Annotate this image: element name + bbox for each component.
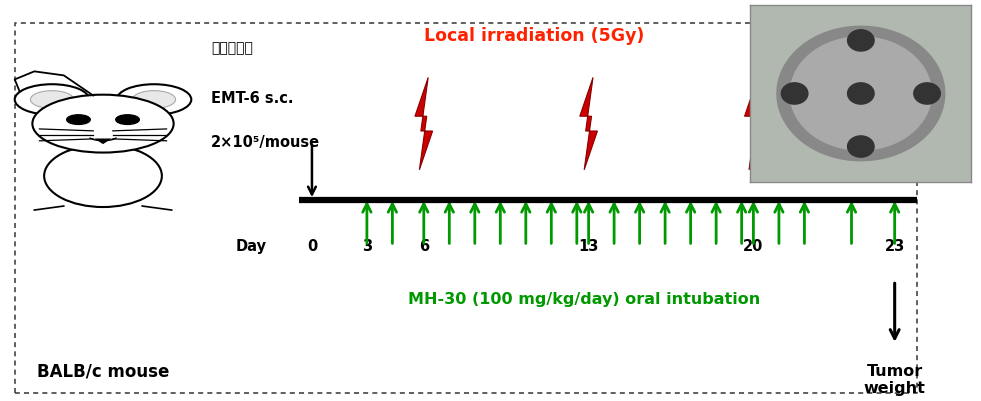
- Circle shape: [15, 85, 89, 115]
- Polygon shape: [914, 84, 941, 105]
- Text: 유방암세포: 유방암세포: [211, 41, 253, 55]
- Text: 13: 13: [579, 239, 598, 253]
- Text: 3: 3: [362, 239, 372, 253]
- Circle shape: [117, 85, 191, 115]
- Text: 20: 20: [744, 239, 763, 253]
- Text: BALB/c mouse: BALB/c mouse: [37, 362, 169, 380]
- Circle shape: [116, 115, 139, 125]
- Polygon shape: [415, 78, 433, 170]
- Polygon shape: [848, 31, 874, 52]
- Polygon shape: [94, 139, 112, 145]
- Text: MH-30 (100 mg/kg/day) oral intubation: MH-30 (100 mg/kg/day) oral intubation: [407, 291, 760, 306]
- Polygon shape: [782, 84, 808, 105]
- Ellipse shape: [44, 146, 162, 208]
- Circle shape: [132, 91, 176, 109]
- Circle shape: [32, 95, 174, 153]
- Text: Local irradiation (5Gy): Local irradiation (5Gy): [425, 27, 645, 45]
- Circle shape: [67, 115, 90, 125]
- Text: Day: Day: [235, 239, 267, 253]
- Text: 0: 0: [307, 239, 317, 253]
- Polygon shape: [580, 78, 597, 170]
- Polygon shape: [848, 137, 874, 158]
- Text: Tumor
weight: Tumor weight: [863, 363, 926, 395]
- Text: 2×10⁵/mouse: 2×10⁵/mouse: [211, 135, 320, 150]
- Circle shape: [30, 91, 74, 109]
- Polygon shape: [791, 38, 932, 151]
- Text: 6: 6: [419, 239, 429, 253]
- Polygon shape: [777, 27, 945, 161]
- Text: 23: 23: [885, 239, 904, 253]
- Polygon shape: [745, 78, 762, 170]
- Text: EMT-6 s.c.: EMT-6 s.c.: [211, 91, 293, 106]
- Polygon shape: [848, 84, 874, 105]
